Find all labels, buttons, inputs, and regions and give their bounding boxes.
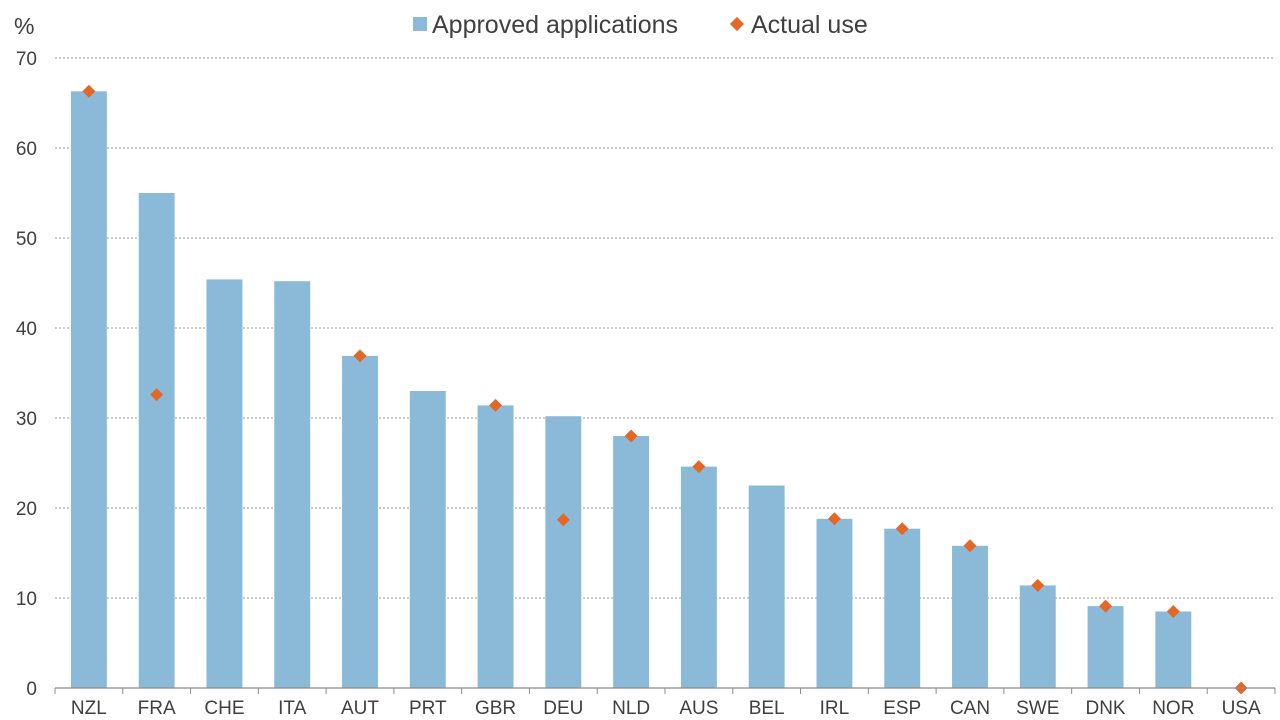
- x-tick-label-deu: DEU: [543, 698, 583, 719]
- grid-layer: [55, 57, 1275, 599]
- x-tick-label-can: CAN: [950, 698, 990, 719]
- y-tick-label: 70: [16, 49, 37, 70]
- x-tick-label-gbr: GBR: [475, 698, 516, 719]
- bar-ita: [274, 281, 311, 688]
- bar-nor: [1155, 611, 1192, 688]
- y-tick-label: 20: [16, 499, 37, 520]
- legend-bar-label: Approved applications: [432, 11, 678, 39]
- marker-aut: [353, 349, 367, 363]
- bar-swe: [1019, 585, 1056, 688]
- x-tick-label-dnk: DNK: [1085, 698, 1125, 719]
- bar-prt: [409, 391, 446, 688]
- marker-dnk: [1099, 599, 1113, 613]
- marker-esp: [895, 522, 909, 536]
- marker-nld: [624, 429, 638, 443]
- bar-deu: [545, 416, 582, 688]
- legend-bar-swatch: [413, 17, 427, 31]
- x-tick-label-aus: AUS: [679, 698, 718, 719]
- x-tick-label-nor: NOR: [1152, 698, 1194, 719]
- marker-gbr: [489, 398, 503, 412]
- bar-bel: [748, 485, 785, 688]
- marker-can: [963, 539, 977, 553]
- bar-esp: [884, 528, 921, 688]
- y-tick-label: 0: [26, 679, 37, 700]
- y-unit-label: %: [14, 13, 34, 39]
- bar-gbr: [477, 405, 514, 688]
- bar-nzl: [70, 91, 107, 689]
- x-tick-label-aut: AUT: [341, 698, 379, 719]
- legend: Approved applications Actual use: [413, 11, 868, 39]
- marker-irl: [827, 512, 841, 526]
- y-tick-label: 40: [16, 319, 37, 340]
- bar-fra: [138, 193, 175, 688]
- bar-can: [952, 545, 988, 688]
- x-tick-label-fra: FRA: [138, 698, 176, 719]
- bar-nld: [613, 436, 650, 688]
- x-tick-label-nld: NLD: [612, 698, 650, 719]
- marker-nor: [1166, 605, 1180, 618]
- x-tick-label-ita: ITA: [278, 698, 306, 719]
- legend-marker-swatch: [729, 16, 745, 32]
- x-tick-label-swe: SWE: [1016, 698, 1059, 719]
- y-tick-label: 50: [16, 229, 37, 250]
- x-tick-label-esp: ESP: [883, 698, 921, 719]
- marker-swe: [1031, 578, 1045, 592]
- bars-layer: [70, 91, 1192, 689]
- x-tick-label-usa: USA: [1222, 698, 1261, 719]
- x-tick-label-che: CHE: [204, 698, 244, 719]
- bar-irl: [816, 518, 853, 688]
- marker-deu: [556, 513, 570, 527]
- x-tick-label-prt: PRT: [409, 698, 447, 719]
- y-tick-label: 10: [16, 589, 37, 610]
- bar-aus: [680, 466, 717, 688]
- marker-nzl: [82, 84, 96, 98]
- marker-fra: [150, 388, 164, 402]
- marker-aus: [692, 460, 706, 474]
- y-tick-label: 30: [16, 409, 37, 430]
- bar-che: [206, 279, 243, 688]
- x-tick-label-irl: IRL: [820, 698, 850, 719]
- x-tick-label-nzl: NZL: [71, 698, 107, 719]
- axis-layer: 0 10 20 30 40 50 60 70 NZL FRA CHE ITA AUT PRT GBR DEU N…: [16, 49, 1276, 719]
- bar-dnk: [1087, 606, 1124, 688]
- legend-marker-label: Actual use: [751, 11, 868, 39]
- bar-aut: [342, 355, 378, 688]
- markers-layer: [82, 84, 1248, 695]
- y-tick-label: 60: [16, 139, 37, 160]
- x-tick-label-bel: BEL: [749, 698, 785, 719]
